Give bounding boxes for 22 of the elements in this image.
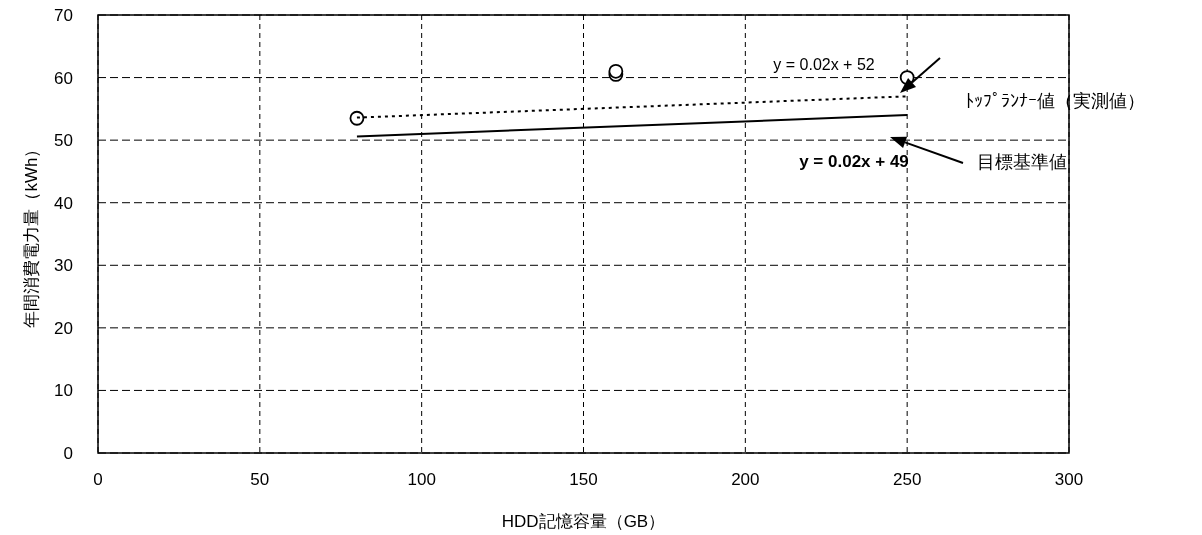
x-tick-label: 250: [892, 470, 922, 489]
y-tick-label: 50: [54, 131, 73, 151]
x-tick-label: 0: [93, 470, 103, 489]
y-axis-title: 年間消費電力量（kWh）: [22, 140, 41, 328]
annotation: y = 0.02x + 52: [773, 56, 875, 73]
y-tick-label: 40: [54, 193, 73, 213]
annotation: 目標基準値: [977, 152, 1067, 172]
y-tick-label: 10: [54, 381, 73, 401]
y-tick-label: 30: [54, 256, 73, 276]
point: [608, 63, 624, 79]
x-tick-label: 200: [731, 470, 760, 489]
y-tick-label: 0: [63, 444, 73, 463]
point: [349, 110, 365, 126]
x-tick-label: 300: [1054, 470, 1084, 489]
y-tick-label: 20: [54, 318, 73, 338]
x-tick-label: 50: [250, 470, 270, 489]
y-tick-label: 70: [54, 6, 73, 25]
y-tick-label: 60: [54, 68, 73, 88]
annotation: y = 0.02x + 49: [799, 152, 909, 171]
x-tick-label: 150: [569, 470, 598, 489]
x-tick-label: 100: [407, 470, 436, 489]
x-axis-title: HDD記憶容量（GB）: [501, 512, 666, 531]
